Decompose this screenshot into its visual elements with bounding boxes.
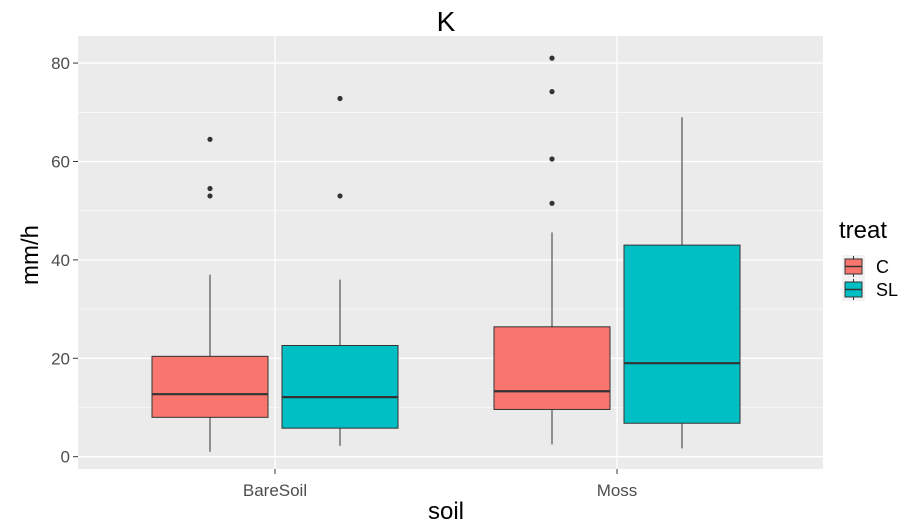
outlier-point (207, 185, 213, 192)
legend-item-sl: SL (842, 278, 898, 301)
y-tick-label: 40 (51, 251, 70, 270)
legend-item-c: C (842, 255, 889, 278)
box-body (151, 355, 269, 418)
outlier-point (549, 200, 555, 206)
legend: treat C SL (839, 217, 898, 301)
y-axis-title: mm/h (17, 225, 44, 285)
y-tick-label: 0 (61, 448, 70, 467)
y-axis: 0 20 40 60 80 (51, 54, 78, 467)
legend-label: C (876, 257, 889, 277)
box-body (623, 244, 741, 424)
box-c-moss (493, 55, 611, 445)
outlier-point (207, 136, 213, 142)
box-sl-baresoil (281, 95, 399, 446)
x-tick-label: BareSoil (243, 481, 307, 500)
outlier-point (549, 55, 555, 61)
outlier-point (207, 193, 213, 199)
outlier-point (549, 89, 555, 95)
box-sl-moss (623, 117, 741, 449)
box-body (493, 326, 611, 410)
box-c-baresoil (151, 136, 269, 452)
legend-label: SL (876, 280, 898, 300)
y-tick-label: 80 (51, 54, 70, 73)
boxes-layer (151, 55, 741, 452)
y-tick-label: 20 (51, 349, 70, 368)
x-axis-title: soil (428, 498, 464, 525)
x-axis: BareSoil Moss (243, 469, 637, 500)
box-body (281, 344, 399, 429)
outlier-point (337, 193, 343, 199)
y-tick-label: 60 (51, 152, 70, 171)
legend-title: treat (839, 217, 887, 244)
outlier-point (337, 95, 343, 102)
legend-items: C SL (842, 255, 898, 301)
chart-title: K (437, 6, 456, 37)
outlier-point (549, 156, 555, 162)
x-tick-label: Moss (597, 481, 638, 500)
